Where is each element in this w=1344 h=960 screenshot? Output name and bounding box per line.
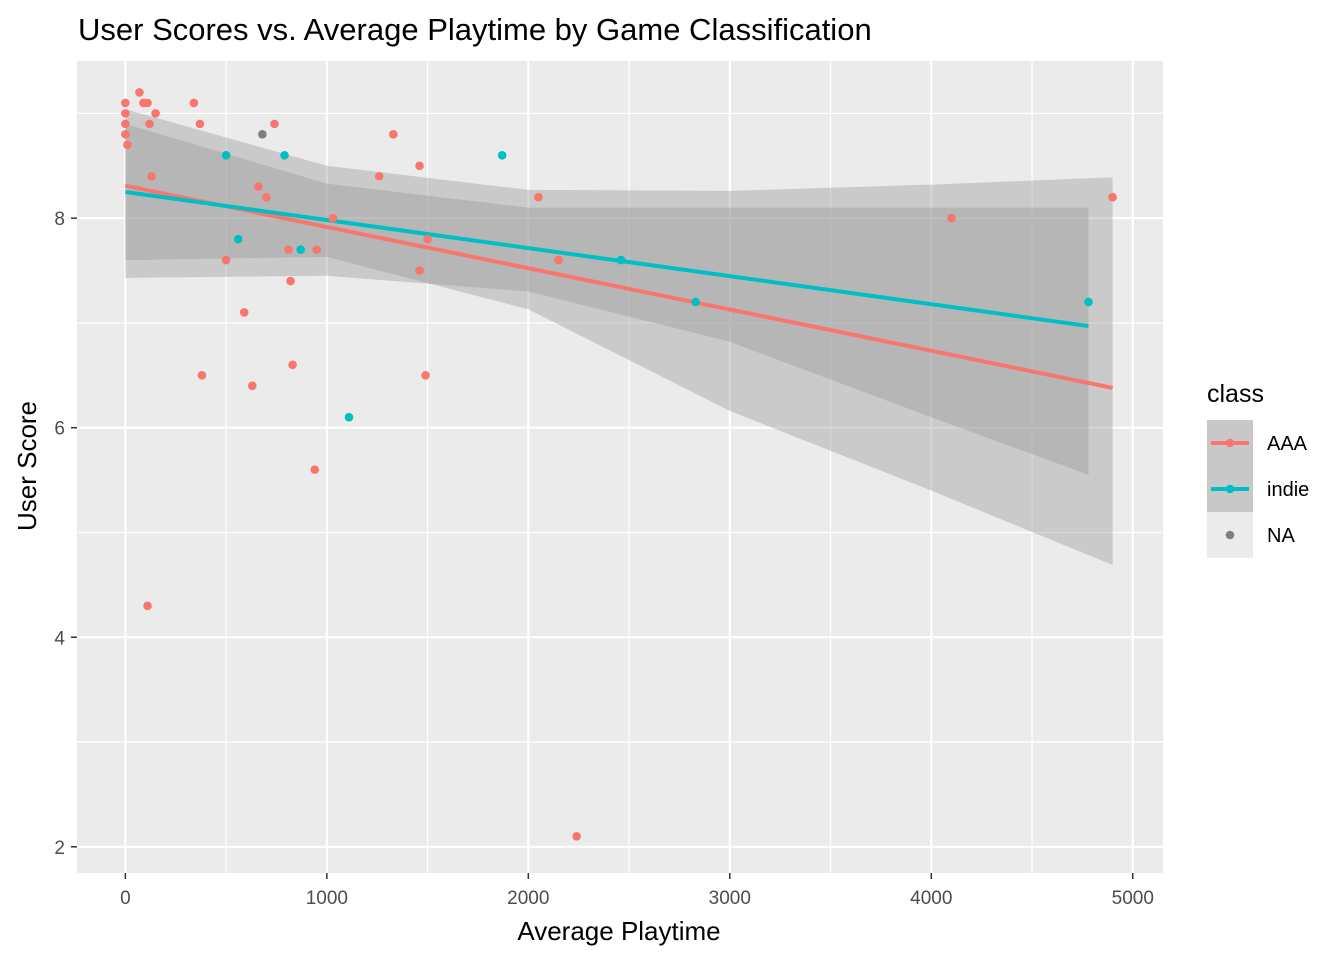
point-aaa xyxy=(123,140,132,150)
point-aaa xyxy=(554,255,563,265)
point-indie xyxy=(497,150,507,160)
grid-minor xyxy=(77,61,1163,873)
y-tick-label: 2 xyxy=(54,838,65,859)
x-tick-label: 0 xyxy=(120,888,131,909)
y-tick-label: 6 xyxy=(54,419,65,440)
point-aaa xyxy=(421,371,430,380)
fit-lines xyxy=(124,183,1114,390)
x-tick-label: 1000 xyxy=(306,888,348,909)
point-aaa xyxy=(239,308,249,317)
x-tick-label: 3000 xyxy=(709,888,751,909)
y-axis-title: User Score xyxy=(12,401,42,531)
x-tick-label: 4000 xyxy=(910,888,952,909)
point-aaa xyxy=(247,381,257,391)
point-aaa xyxy=(312,245,322,254)
point-aaa xyxy=(151,109,160,118)
legend-label: AAA xyxy=(1267,433,1308,455)
point-aaa xyxy=(947,213,956,223)
legend-key-point xyxy=(1225,530,1235,540)
point-aaa xyxy=(423,234,432,244)
legend-entry-aaa: AAA xyxy=(1207,420,1308,466)
point-aaa xyxy=(147,171,156,181)
point-aaa xyxy=(143,601,152,611)
point-aaa xyxy=(328,213,338,223)
point-indie xyxy=(221,150,231,160)
legend-label: NA xyxy=(1267,525,1295,547)
point-aaa xyxy=(195,119,205,129)
point-aaa xyxy=(288,360,297,370)
legend-label: indie xyxy=(1267,479,1309,501)
point-aaa xyxy=(534,192,543,202)
point-aaa xyxy=(121,109,130,118)
point-indie xyxy=(1084,297,1093,307)
point-aaa xyxy=(121,130,130,139)
legend-entry-indie: indie xyxy=(1207,466,1309,512)
point-aaa xyxy=(254,182,263,192)
legend-key-point xyxy=(1225,484,1235,494)
confidence-bands xyxy=(125,109,1113,565)
point-aaa xyxy=(121,98,130,108)
point-aaa xyxy=(310,465,320,474)
x-axis-title: Average Playtime xyxy=(517,916,720,946)
point-aaa xyxy=(221,255,231,265)
legend-key-point xyxy=(1225,438,1235,448)
point-indie xyxy=(691,297,700,307)
point-aaa xyxy=(143,98,152,108)
legend: class AAA indie NA xyxy=(1207,380,1309,558)
y-tick-label: 4 xyxy=(54,628,65,649)
point-indie xyxy=(296,245,305,254)
point-aaa xyxy=(374,171,384,181)
x-tick-label: 5000 xyxy=(1112,888,1154,909)
point-aaa xyxy=(145,119,154,129)
point-aaa xyxy=(389,130,398,139)
point-indie xyxy=(280,150,289,160)
point-aaa xyxy=(1108,192,1117,202)
point-aaa xyxy=(270,119,279,129)
point-aaa xyxy=(135,88,144,97)
legend-title: class xyxy=(1207,380,1264,408)
grid-major xyxy=(77,61,1163,873)
point-na xyxy=(258,130,267,139)
y-tick-label: 8 xyxy=(54,209,65,230)
legend-entry-na: NA xyxy=(1207,512,1295,558)
fit-line-aaa xyxy=(124,183,1114,390)
point-indie xyxy=(616,255,626,265)
point-aaa xyxy=(262,192,271,202)
confidence-band-aaa xyxy=(125,109,1113,565)
fit-line-indie xyxy=(125,189,1089,329)
point-aaa xyxy=(197,371,207,380)
data-points xyxy=(121,88,1117,841)
x-tick-label: 2000 xyxy=(507,888,549,909)
point-aaa xyxy=(121,119,130,129)
y-axis: 2 4 6 8 xyxy=(54,209,77,859)
confidence-band-indie xyxy=(125,123,1089,475)
point-aaa xyxy=(286,276,295,286)
x-axis: 0 1000 2000 3000 4000 5000 xyxy=(120,873,1154,909)
point-indie xyxy=(233,234,243,244)
plot-panel xyxy=(77,61,1163,873)
point-aaa xyxy=(415,161,424,171)
point-aaa xyxy=(415,266,424,275)
point-indie xyxy=(344,412,354,422)
point-aaa xyxy=(284,245,293,254)
chart-title: User Scores vs. Average Playtime by Game… xyxy=(78,12,872,47)
point-aaa xyxy=(189,98,199,108)
point-aaa xyxy=(572,832,581,841)
